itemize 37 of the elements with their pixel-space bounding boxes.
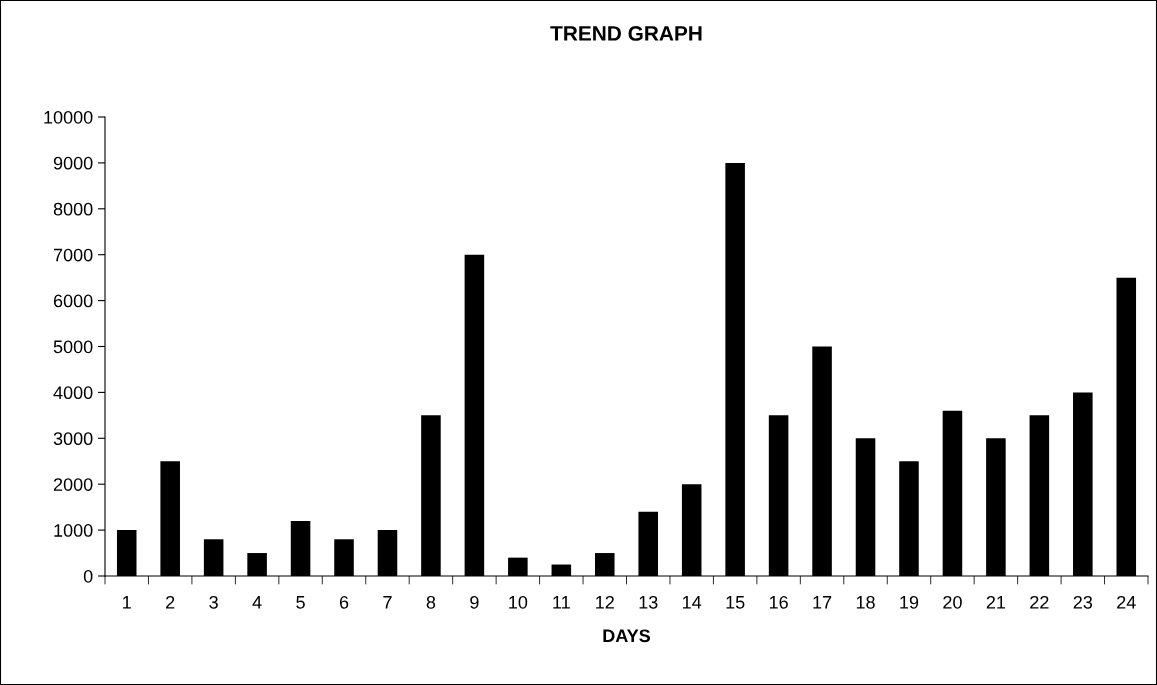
x-tick-label: 1 <box>123 596 131 609</box>
x-tick-label: 22 <box>1030 595 1049 609</box>
y-tick-label: 2000 <box>53 478 93 491</box>
x-tick-label: 18 <box>856 595 875 609</box>
x-tick-label: 3 <box>209 595 218 609</box>
x-tick-label: 11 <box>553 596 570 609</box>
x-tick-label: 8 <box>426 595 436 609</box>
y-tick-label: 8000 <box>53 202 93 216</box>
x-tick-label: 23 <box>1073 595 1093 609</box>
x-tick-label: 5 <box>296 596 305 609</box>
x-tick-label: 16 <box>769 595 788 609</box>
x-tick-label: 20 <box>943 595 962 609</box>
x-tick-label: 12 <box>596 595 614 609</box>
y-tick-label: 1000 <box>54 524 93 537</box>
x-tick-label: 19 <box>900 595 919 609</box>
y-tick-label: 9000 <box>53 156 93 170</box>
x-tick-label: 9 <box>470 595 479 609</box>
x-axis-title: DAYS <box>603 629 651 643</box>
chart-title: TREND GRAPH <box>550 26 702 41</box>
x-tick-label: 14 <box>683 596 702 609</box>
x-tick-label: 4 <box>252 596 262 609</box>
y-tick-label: 5000 <box>53 340 93 354</box>
x-tick-label: 24 <box>1117 595 1136 609</box>
x-tick-label: 2 <box>166 595 175 609</box>
y-tick-label: 0 <box>83 569 93 583</box>
y-tick-label: 10000 <box>44 110 93 124</box>
x-tick-label: 17 <box>813 596 832 609</box>
y-tick-label: 7000 <box>53 248 93 262</box>
x-tick-label: 15 <box>726 596 745 609</box>
y-tick-label: 6000 <box>53 294 93 308</box>
x-tick-label: 7 <box>383 596 392 609</box>
x-tick-label: 10 <box>509 595 528 609</box>
x-tick-label: 21 <box>986 595 1006 609</box>
x-tick-label: 13 <box>639 595 658 609</box>
y-tick-label: 3000 <box>53 432 93 446</box>
y-tick-label: 4000 <box>53 386 93 400</box>
x-tick-label: 6 <box>339 595 349 609</box>
